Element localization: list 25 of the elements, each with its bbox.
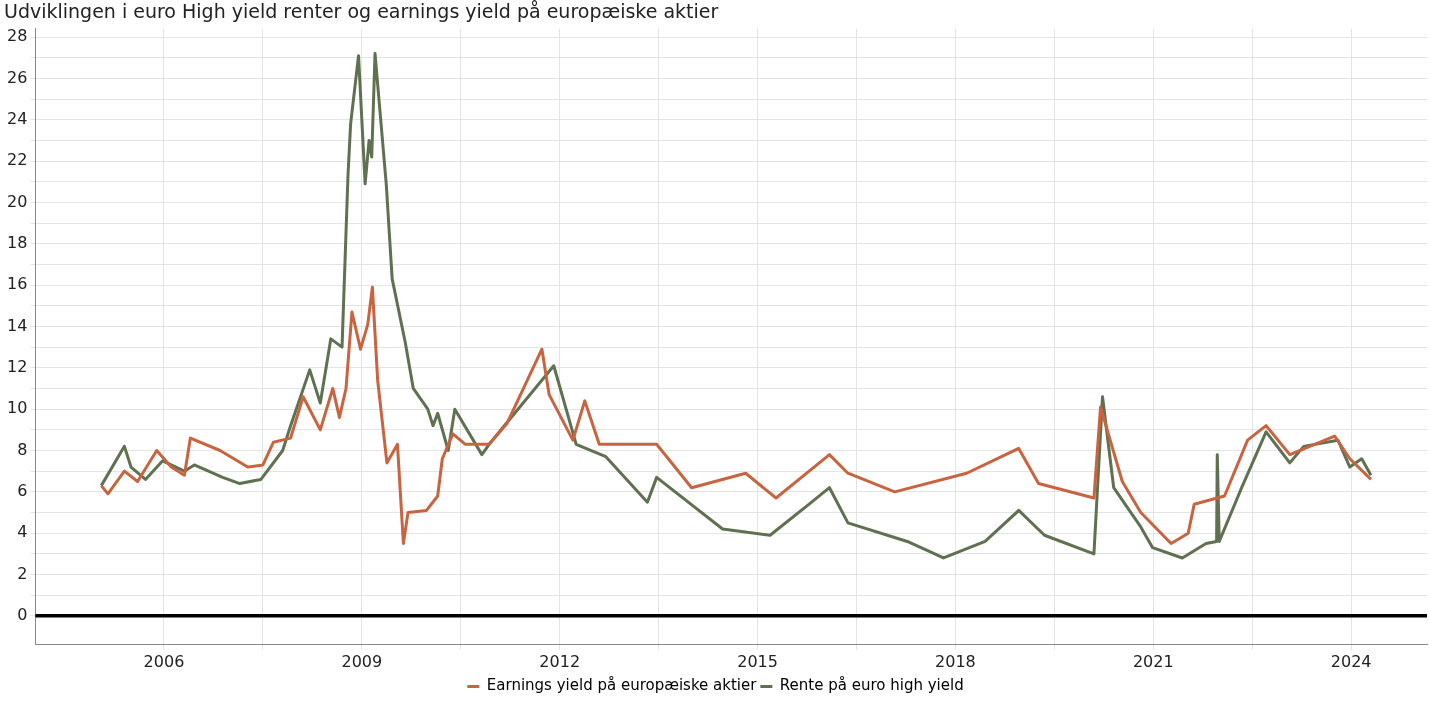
y-tick-label: 18 [7,232,28,252]
y-tick-label: 0 [17,605,28,625]
y-tick-label: 4 [17,522,28,542]
y-tick-label: 14 [7,315,28,335]
y-tick-label: 26 [7,67,28,87]
y-tick-label: 22 [7,150,28,170]
y-tick-label: 16 [7,274,28,294]
y-tick-label: 20 [7,191,28,211]
x-tick-label: 2018 [935,651,976,671]
y-tick-label: 10 [7,398,28,418]
legend-label: Rente på euro high yield [779,676,964,695]
x-tick-label: 2015 [737,651,778,671]
y-tick-label: 6 [17,480,28,500]
y-tick-label: 24 [7,108,28,128]
chart-title: Udviklingen i euro High yield renter og earnings yield på europæiske aktier [4,0,719,23]
x-tick-label: 2012 [539,651,581,671]
x-tick-label: 2006 [143,651,185,671]
legend-label: Earnings yield på europæiske aktier [486,676,758,695]
y-tick-label: 2 [17,563,28,583]
y-tick-label: 28 [7,26,28,46]
y-tick-label: 8 [17,439,28,459]
y-tick-label: 12 [7,356,28,376]
x-tick-label: 2009 [341,651,383,671]
x-tick-label: 2024 [1330,651,1372,671]
x-tick-label: 2021 [1132,651,1174,671]
